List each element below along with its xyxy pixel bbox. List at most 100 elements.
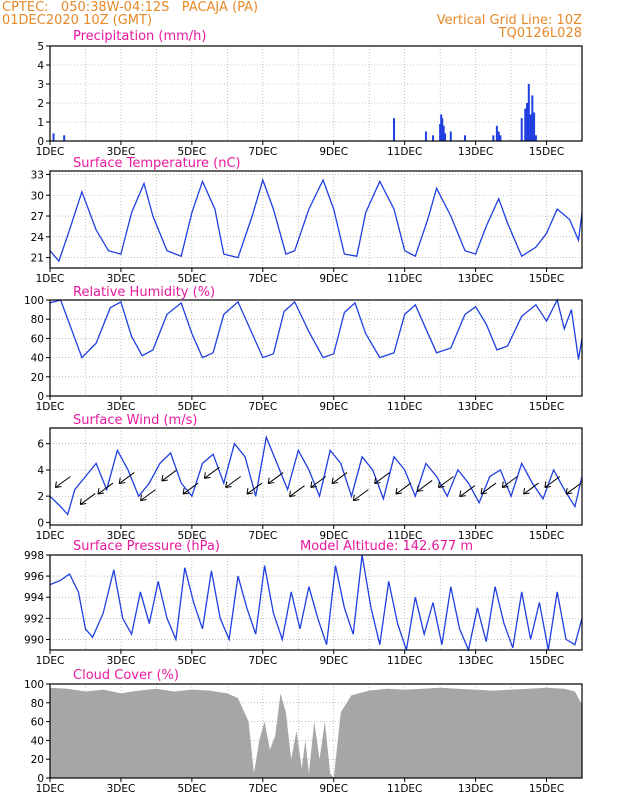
x-tick-label: 11DEC xyxy=(387,273,422,285)
precip-bar xyxy=(52,133,55,141)
rh-panel: Relative Humidity (%) 0 20 40 60 80 100 1DEC 3DE… xyxy=(24,285,583,413)
x-tick-label: 9DEC xyxy=(319,146,348,158)
station-info: CPTEC: 050:38W-04:12S PACAJA (PA) xyxy=(2,0,259,15)
x-tick-label: 9DEC xyxy=(319,655,348,667)
precip-bar xyxy=(531,95,534,141)
precip-bar xyxy=(63,135,66,141)
wind-arrow xyxy=(310,476,327,488)
x-tick-label: 5DEC xyxy=(177,783,206,795)
y-tick-label: 80 xyxy=(31,698,44,710)
wind-arrow xyxy=(395,482,412,495)
wind-frame xyxy=(49,427,583,526)
x-tick-label: 9DEC xyxy=(319,783,348,795)
temp-title: Surface Temperature (nC) xyxy=(73,156,241,171)
x-tick-label: 9DEC xyxy=(319,530,348,542)
wind-arrow xyxy=(55,476,71,488)
wind-arrow-head xyxy=(246,487,254,495)
x-tick-label: 11DEC xyxy=(387,783,422,795)
x-tick-label: 7DEC xyxy=(248,273,277,285)
wind-arrow-head xyxy=(565,487,573,495)
x-tick-label: 5DEC xyxy=(177,273,206,285)
x-tick-label: 13DEC xyxy=(458,655,493,667)
y-tick-label: 0 xyxy=(37,773,44,785)
y-tick-label: 100 xyxy=(24,295,44,307)
cloud-panel: Cloud Cover (%) 0 20 40 60 80 100 1DEC 3DEC 5DEC 7… xyxy=(24,668,583,795)
y-tick-label: 30 xyxy=(31,190,44,202)
x-tick-label: 3DEC xyxy=(107,401,136,413)
precip-bar xyxy=(499,135,502,141)
y-tick-label: 27 xyxy=(31,211,44,223)
y-tick-label: 21 xyxy=(31,253,44,265)
x-tick-label: 13DEC xyxy=(458,783,493,795)
x-tick-label: 7DEC xyxy=(248,655,277,667)
x-tick-label: 1DEC xyxy=(36,146,65,158)
chart-header: CPTEC: 050:38W-04:12S PACAJA (PA) 01DEC2… xyxy=(0,0,618,46)
y-tick-label: 0 xyxy=(37,517,44,529)
grid-line-note: Vertical Grid Line: 10Z xyxy=(436,13,582,28)
y-tick-label: 4 xyxy=(37,465,44,477)
x-tick-label: 1DEC xyxy=(36,401,65,413)
y-tick-label: 60 xyxy=(31,717,44,729)
x-tick-label: 7DEC xyxy=(248,401,277,413)
y-tick-label: 992 xyxy=(24,613,44,625)
x-tick-label: 1DEC xyxy=(36,530,65,542)
wind-arrow-head xyxy=(416,485,424,492)
x-tick-label: 1DEC xyxy=(36,273,65,285)
x-tick-label: 11DEC xyxy=(387,655,422,667)
precip-bar xyxy=(439,123,442,141)
y-tick-label: 0 xyxy=(37,136,44,148)
wind-arrow xyxy=(79,493,96,505)
x-tick-label: 15DEC xyxy=(529,401,564,413)
temp-frame xyxy=(49,170,583,269)
wind-arrow-head xyxy=(97,487,105,495)
wind-arrow xyxy=(331,472,348,484)
wind-panel: Surface Wind (m/s) 0 2 4 6 1DEC 3DEC 5DEC 7DEC 9D… xyxy=(36,413,583,542)
x-tick-label: 5DEC xyxy=(177,146,206,158)
wind-arrow xyxy=(161,469,178,482)
cloud-title: Cloud Cover (%) xyxy=(73,668,179,683)
wind-arrow-head xyxy=(352,494,360,502)
precip-bar xyxy=(449,131,452,141)
precip-panel: Precipitation (mm/h) 0 1 2 3 4 5 1DEC 3DEC 5DEC 7D… xyxy=(36,29,583,158)
wind-arrow-head xyxy=(182,487,190,495)
y-tick-label: 2 xyxy=(37,98,44,110)
wind-arrow-head xyxy=(437,481,445,488)
wind-arrow xyxy=(225,476,241,488)
forecast-start-time: 01DEC2020 10Z (GMT) xyxy=(2,13,153,28)
y-tick-label: 60 xyxy=(31,333,44,345)
y-tick-label: 5 xyxy=(37,41,44,53)
x-tick-label: 13DEC xyxy=(458,401,493,413)
precip-bar xyxy=(442,125,445,141)
y-tick-label: 998 xyxy=(24,550,44,562)
wind-arrow xyxy=(182,482,199,495)
wind-arrow xyxy=(289,485,305,498)
wind-arrow xyxy=(523,482,539,495)
y-tick-label: 0 xyxy=(37,391,44,403)
precip-bar xyxy=(524,108,527,141)
x-tick-label: 11DEC xyxy=(387,401,422,413)
wind-arrow-head xyxy=(140,494,147,502)
x-tick-label: 15DEC xyxy=(529,146,564,158)
wind-arrow-head xyxy=(310,481,317,488)
y-tick-label: 3 xyxy=(37,79,44,91)
x-tick-label: 3DEC xyxy=(107,783,136,795)
y-tick-label: 6 xyxy=(37,439,44,451)
wind-arrow xyxy=(374,472,390,484)
wind-arrow xyxy=(459,485,476,498)
wind-arrow-head xyxy=(501,481,509,488)
pres-frame xyxy=(49,554,583,651)
wind-arrow-head xyxy=(203,472,211,479)
x-tick-label: 5DEC xyxy=(177,401,206,413)
y-tick-label: 80 xyxy=(31,314,44,326)
y-tick-label: 100 xyxy=(24,679,44,691)
precip-bar xyxy=(463,135,466,141)
precip-bar xyxy=(440,114,443,141)
rh-frame xyxy=(49,299,583,397)
wind-arrow-head xyxy=(161,474,168,482)
precip-frame xyxy=(49,45,583,142)
x-tick-label: 11DEC xyxy=(387,146,422,158)
wind-arrow xyxy=(480,482,497,495)
cloud-cover-area xyxy=(50,687,582,778)
wind-arrow-head xyxy=(79,498,87,506)
temp-line xyxy=(49,177,583,263)
